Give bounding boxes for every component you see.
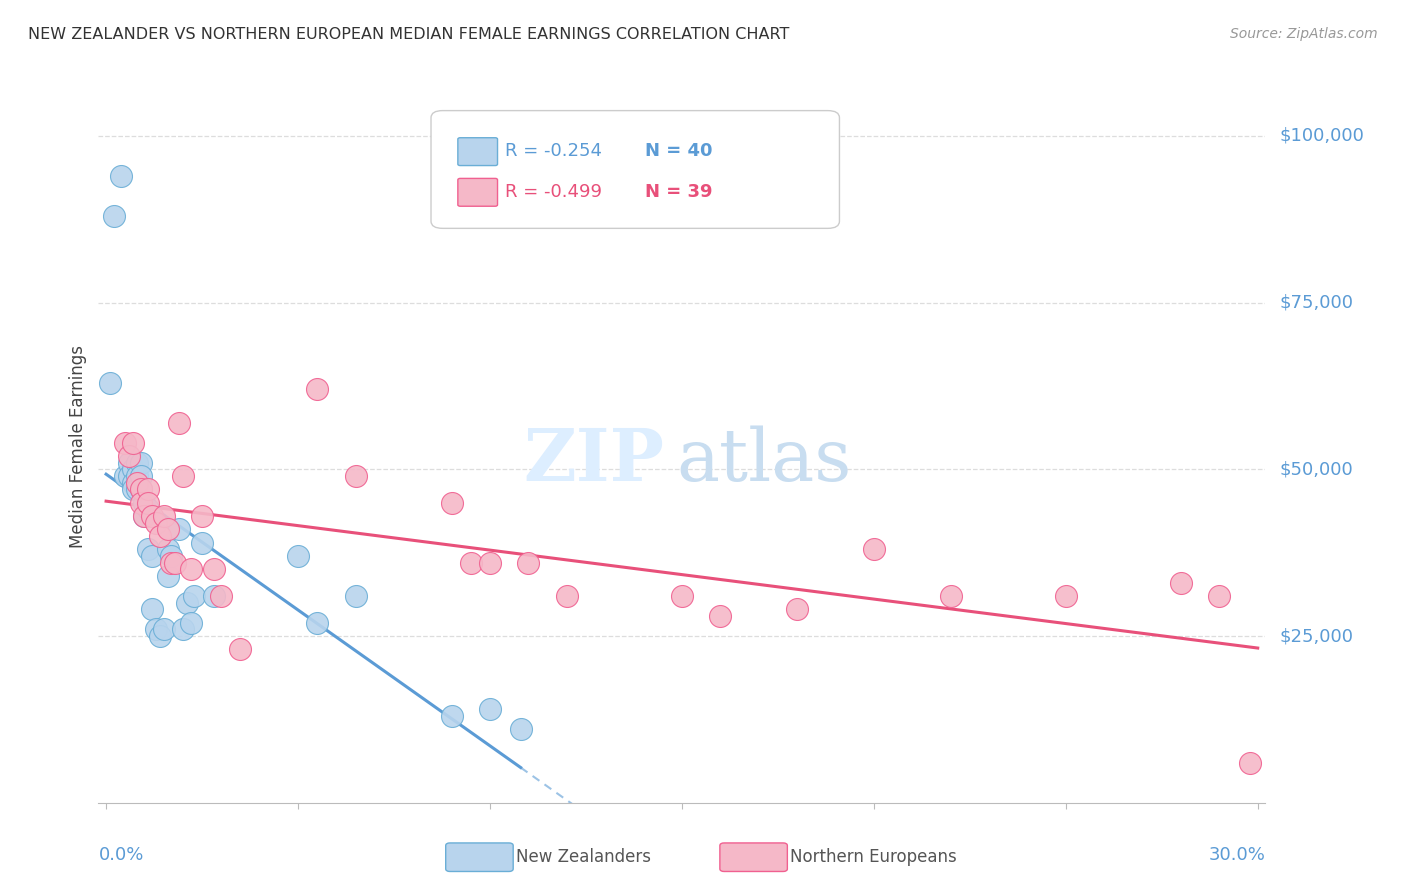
Point [191, 535, 214, 549]
Point [183, 589, 205, 603]
Point [125, 483, 148, 497]
Point [129, 469, 152, 483]
FancyBboxPatch shape [432, 111, 839, 228]
Point [440, 496, 463, 510]
Point [136, 483, 159, 497]
Point [1208, 589, 1230, 603]
Point [517, 556, 540, 570]
Point [134, 509, 156, 524]
Point [167, 522, 190, 536]
Point [152, 509, 174, 524]
Point [136, 502, 159, 516]
Point [118, 456, 141, 470]
Text: 30.0%: 30.0% [1209, 846, 1265, 863]
Point [129, 456, 152, 470]
Point [114, 469, 136, 483]
Point [709, 609, 731, 624]
Text: $25,000: $25,000 [1279, 627, 1354, 645]
Point [1170, 575, 1192, 590]
Point [125, 469, 148, 483]
Point [118, 449, 141, 463]
Text: $50,000: $50,000 [1279, 460, 1353, 478]
Point [118, 469, 141, 483]
Point [145, 516, 167, 530]
Point [141, 602, 163, 616]
Point [440, 709, 463, 723]
Point [122, 483, 145, 497]
Point [191, 509, 214, 524]
Point [287, 549, 309, 563]
Point [141, 509, 163, 524]
Text: ZIP: ZIP [523, 425, 665, 496]
Point [122, 462, 145, 476]
Text: R = -0.254: R = -0.254 [505, 143, 602, 161]
Point [167, 416, 190, 430]
Point [209, 589, 232, 603]
Point [344, 589, 367, 603]
Point [103, 209, 125, 223]
Text: $100,000: $100,000 [1279, 127, 1364, 145]
Point [152, 623, 174, 637]
Point [160, 549, 183, 563]
Point [172, 623, 194, 637]
Text: N = 39: N = 39 [644, 183, 711, 201]
Point [136, 496, 159, 510]
Point [307, 615, 329, 630]
Point [98, 376, 121, 390]
Point [202, 589, 225, 603]
Text: NEW ZEALANDER VS NORTHERN EUROPEAN MEDIAN FEMALE EARNINGS CORRELATION CHART: NEW ZEALANDER VS NORTHERN EUROPEAN MEDIA… [28, 27, 790, 42]
Point [1054, 589, 1077, 603]
Point [229, 642, 252, 657]
Point [939, 589, 962, 603]
Point [129, 483, 152, 497]
Point [478, 556, 501, 570]
Point [478, 702, 501, 716]
Point [125, 475, 148, 490]
Point [1239, 756, 1261, 770]
Point [156, 569, 179, 583]
Point [863, 542, 886, 557]
FancyBboxPatch shape [458, 178, 498, 206]
Text: Northern Europeans: Northern Europeans [790, 848, 957, 866]
Point [160, 556, 183, 570]
Y-axis label: Median Female Earnings: Median Female Earnings [69, 344, 87, 548]
Point [165, 556, 187, 570]
Point [149, 529, 172, 543]
Text: R = -0.499: R = -0.499 [505, 183, 602, 201]
Point [136, 542, 159, 557]
Point [172, 469, 194, 483]
Point [156, 522, 179, 536]
Point [110, 169, 132, 183]
FancyBboxPatch shape [458, 137, 498, 166]
Point [180, 615, 202, 630]
Point [134, 509, 156, 524]
Point [134, 496, 156, 510]
Point [307, 382, 329, 396]
Point [125, 456, 148, 470]
Point [141, 549, 163, 563]
Text: New Zealanders: New Zealanders [516, 848, 651, 866]
Point [114, 435, 136, 450]
Point [180, 562, 202, 576]
Point [129, 483, 152, 497]
Text: 0.0%: 0.0% [98, 846, 143, 863]
Point [156, 542, 179, 557]
Point [555, 589, 578, 603]
Text: Source: ZipAtlas.com: Source: ZipAtlas.com [1230, 27, 1378, 41]
Point [202, 562, 225, 576]
Point [122, 475, 145, 490]
Point [122, 435, 145, 450]
Text: atlas: atlas [676, 425, 852, 496]
Point [671, 589, 693, 603]
Point [344, 469, 367, 483]
Text: N = 40: N = 40 [644, 143, 711, 161]
Point [129, 496, 152, 510]
Point [460, 556, 482, 570]
Point [149, 629, 172, 643]
Point [786, 602, 808, 616]
Point [509, 723, 531, 737]
Point [176, 596, 198, 610]
Text: $75,000: $75,000 [1279, 293, 1354, 311]
Point [145, 623, 167, 637]
